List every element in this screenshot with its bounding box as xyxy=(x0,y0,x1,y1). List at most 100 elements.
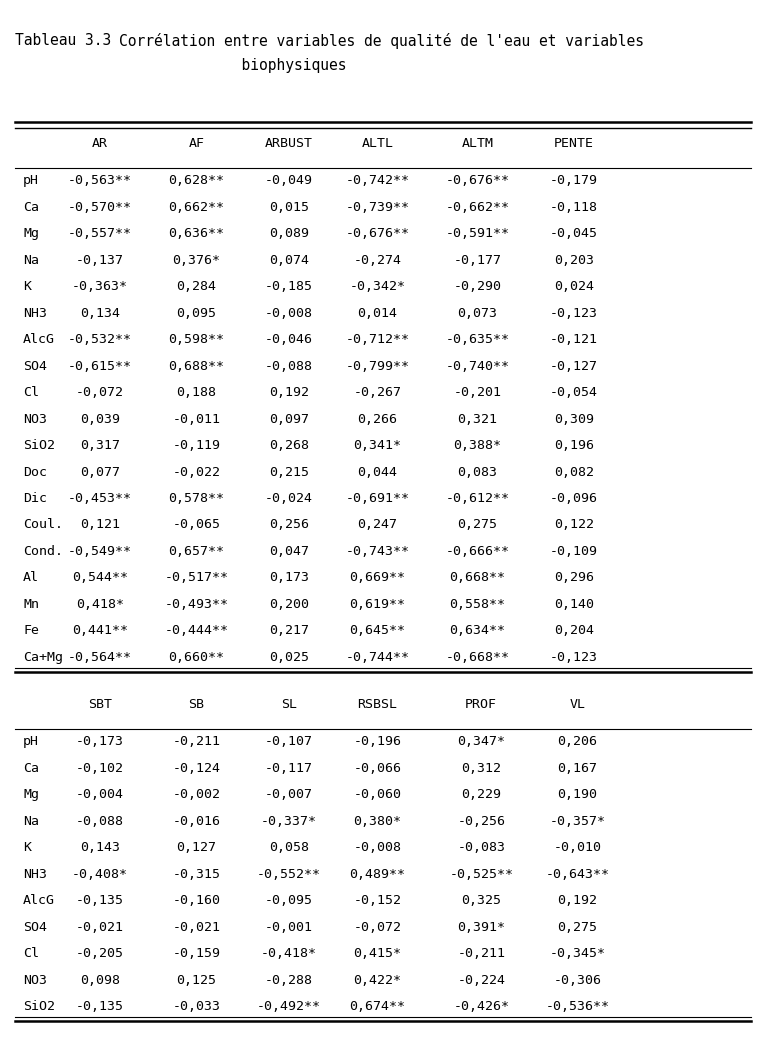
Text: K: K xyxy=(23,280,31,294)
Text: -0,177: -0,177 xyxy=(454,254,501,267)
Text: 0,669**: 0,669** xyxy=(350,571,405,584)
Text: -0,256: -0,256 xyxy=(457,815,505,828)
Text: -0,211: -0,211 xyxy=(172,735,220,748)
Text: 0,082: 0,082 xyxy=(554,465,594,479)
Text: -0,224: -0,224 xyxy=(457,974,505,987)
Text: -0,054: -0,054 xyxy=(550,386,598,400)
Text: 0,634**: 0,634** xyxy=(450,625,505,637)
Text: -0,205: -0,205 xyxy=(76,947,124,960)
Text: 0,636**: 0,636** xyxy=(169,227,224,241)
Text: 0,089: 0,089 xyxy=(269,227,309,241)
Text: 0,558**: 0,558** xyxy=(450,598,505,611)
Text: -0,426*: -0,426* xyxy=(454,1001,509,1013)
Text: 0,203: 0,203 xyxy=(554,254,594,267)
Text: 0,204: 0,204 xyxy=(554,625,594,637)
Text: 0,266: 0,266 xyxy=(357,413,397,426)
Text: 0,268: 0,268 xyxy=(269,439,309,453)
Text: 0,296: 0,296 xyxy=(554,571,594,584)
Text: -0,342*: -0,342* xyxy=(350,280,405,294)
Text: -0,444**: -0,444** xyxy=(164,625,229,637)
Text: SBT: SBT xyxy=(88,699,112,711)
Text: ALTM: ALTM xyxy=(461,137,494,151)
Text: Na: Na xyxy=(23,815,39,828)
Text: 0,309: 0,309 xyxy=(554,413,594,426)
Text: 0,628**: 0,628** xyxy=(169,174,224,188)
Text: -0,072: -0,072 xyxy=(76,386,124,400)
Text: -0,127: -0,127 xyxy=(550,360,598,373)
Text: -0,357*: -0,357* xyxy=(550,815,605,828)
Text: -0,564**: -0,564** xyxy=(68,651,132,664)
Text: -0,008: -0,008 xyxy=(353,841,401,854)
Text: -0,102: -0,102 xyxy=(76,762,124,775)
Text: 0,143: 0,143 xyxy=(80,841,120,854)
Text: -0,173: -0,173 xyxy=(76,735,124,748)
Text: -0,135: -0,135 xyxy=(76,895,124,907)
Text: -0,088: -0,088 xyxy=(265,360,313,373)
Text: 0,388*: 0,388* xyxy=(454,439,501,453)
Text: Fe: Fe xyxy=(23,625,39,637)
Text: -0,345*: -0,345* xyxy=(550,947,605,960)
Text: AlcG: AlcG xyxy=(23,895,55,907)
Text: 0,441**: 0,441** xyxy=(72,625,128,637)
Text: SO4: SO4 xyxy=(23,921,47,934)
Text: 0,095: 0,095 xyxy=(176,307,216,320)
Text: 0,668**: 0,668** xyxy=(450,571,505,584)
Text: 0,083: 0,083 xyxy=(457,465,497,479)
Text: Al: Al xyxy=(23,571,39,584)
Text: K: K xyxy=(23,841,31,854)
Text: 0,256: 0,256 xyxy=(269,519,309,531)
Text: -0,493**: -0,493** xyxy=(164,598,229,611)
Text: -0,088: -0,088 xyxy=(76,815,124,828)
Text: -0,742**: -0,742** xyxy=(345,174,410,188)
Text: SiO2: SiO2 xyxy=(23,1001,55,1013)
Text: 0,312: 0,312 xyxy=(461,762,501,775)
Text: -0,744**: -0,744** xyxy=(345,651,410,664)
Text: 0,077: 0,077 xyxy=(80,465,120,479)
Text: 0,662**: 0,662** xyxy=(169,201,224,214)
Text: -0,591**: -0,591** xyxy=(445,227,510,241)
Text: -0,337*: -0,337* xyxy=(261,815,316,828)
Text: 0,073: 0,073 xyxy=(457,307,497,320)
Text: 0,215: 0,215 xyxy=(269,465,309,479)
Text: Mg: Mg xyxy=(23,789,39,801)
Text: -0,119: -0,119 xyxy=(172,439,220,453)
Text: -0,418*: -0,418* xyxy=(261,947,316,960)
Text: -0,315: -0,315 xyxy=(172,868,220,881)
Text: -0,288: -0,288 xyxy=(265,974,313,987)
Text: -0,033: -0,033 xyxy=(172,1001,220,1013)
Text: 0,645**: 0,645** xyxy=(350,625,405,637)
Text: 0,167: 0,167 xyxy=(557,762,598,775)
Text: 0,229: 0,229 xyxy=(461,789,501,801)
Text: Mn: Mn xyxy=(23,598,39,611)
Text: -0,536**: -0,536** xyxy=(545,1001,610,1013)
Text: 0,418*: 0,418* xyxy=(76,598,124,611)
Text: -0,799**: -0,799** xyxy=(345,360,410,373)
Text: -0,107: -0,107 xyxy=(265,735,313,748)
Text: AlcG: AlcG xyxy=(23,333,55,347)
Text: 0,127: 0,127 xyxy=(176,841,216,854)
Text: -0,552**: -0,552** xyxy=(256,868,321,881)
Text: -0,066: -0,066 xyxy=(353,762,401,775)
Text: -0,408*: -0,408* xyxy=(72,868,128,881)
Text: -0,211: -0,211 xyxy=(457,947,505,960)
Text: -0,002: -0,002 xyxy=(172,789,220,801)
Text: 0,098: 0,098 xyxy=(80,974,120,987)
Text: 0,275: 0,275 xyxy=(457,519,497,531)
Text: -0,021: -0,021 xyxy=(172,921,220,934)
Text: PENTE: PENTE xyxy=(554,137,594,151)
Text: -0,557**: -0,557** xyxy=(68,227,132,241)
Text: 0,619**: 0,619** xyxy=(350,598,405,611)
Text: SB: SB xyxy=(189,699,204,711)
Text: -0,563**: -0,563** xyxy=(68,174,132,188)
Text: 0,578**: 0,578** xyxy=(169,492,224,506)
Text: 0,122: 0,122 xyxy=(554,519,594,531)
Text: Cl: Cl xyxy=(23,947,39,960)
Text: 0,657**: 0,657** xyxy=(169,545,224,558)
Text: -0,123: -0,123 xyxy=(550,307,598,320)
Text: 0,544**: 0,544** xyxy=(72,571,128,584)
Text: -0,152: -0,152 xyxy=(353,895,401,907)
Text: -0,045: -0,045 xyxy=(550,227,598,241)
Text: -0,201: -0,201 xyxy=(454,386,501,400)
Text: Ca+Mg: Ca+Mg xyxy=(23,651,63,664)
Text: 0,325: 0,325 xyxy=(461,895,501,907)
